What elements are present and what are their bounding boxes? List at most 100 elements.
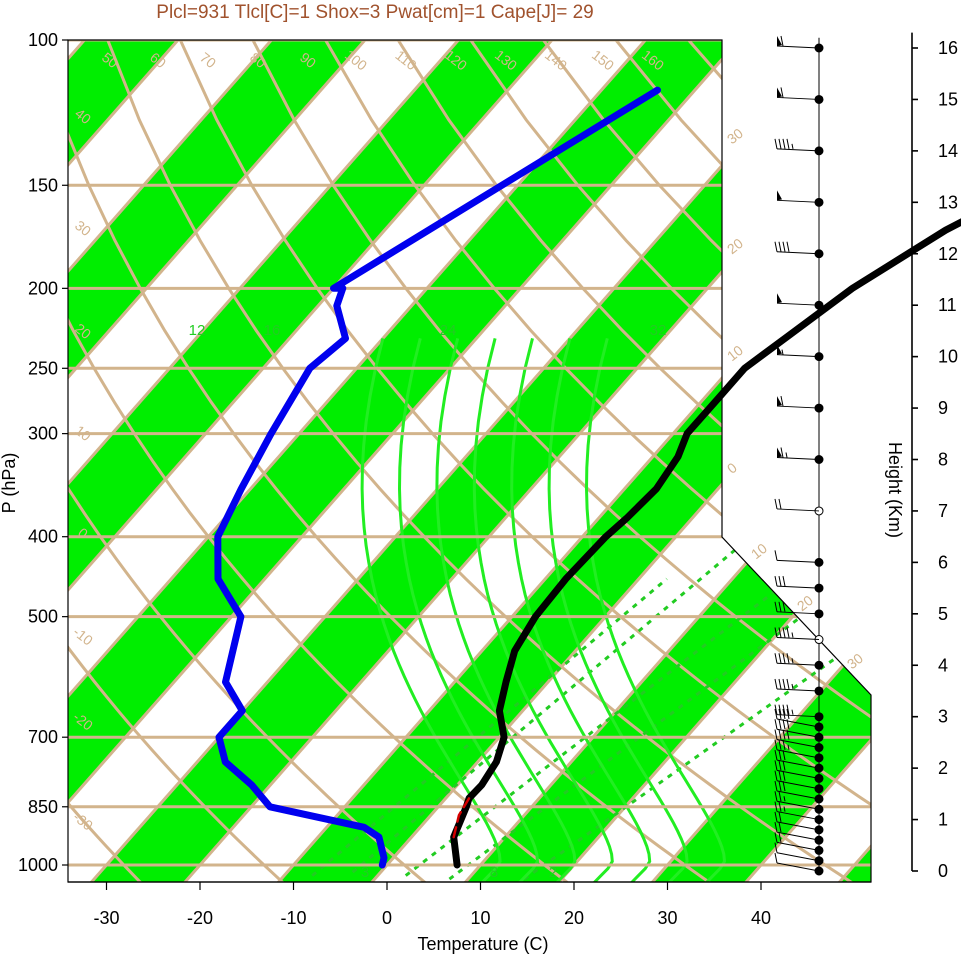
wind-barb-staff — [776, 199, 820, 203]
height-tick-label: 6 — [938, 552, 948, 572]
wind-barb-staff — [776, 45, 820, 49]
isotherm-label: 0 — [724, 459, 740, 477]
height-tick-label: 0 — [938, 861, 948, 881]
wind-barb-feather — [782, 760, 786, 771]
band-strip — [0, 2, 24, 899]
pressure-tick-label: 400 — [28, 527, 58, 547]
wind-barb-feather — [786, 241, 790, 252]
wind-barb-feather — [774, 822, 778, 833]
wind-barb-flag — [777, 447, 782, 458]
wind-barb-feather — [778, 832, 782, 843]
band-strip — [68, 40, 399, 882]
height-tick-label: 3 — [938, 707, 948, 727]
wind-barb-feather — [778, 791, 782, 802]
wind-barb-feather — [780, 395, 784, 407]
pressure-tick-label: 1000 — [18, 855, 58, 875]
height-tick-label: 14 — [938, 141, 958, 161]
isotherm-label: 10 — [748, 540, 770, 562]
wind-barb-feather — [774, 575, 778, 587]
moist-adiabat-line — [360, 338, 502, 882]
wind-barb-feather — [778, 760, 782, 771]
pressure-tick-label: 700 — [28, 727, 58, 747]
wind-barb-staff — [776, 457, 820, 460]
dry-adiabat-line — [324, 40, 871, 882]
wind-barb-half — [791, 658, 794, 664]
wind-barb-feather — [780, 87, 784, 98]
wind-barb-half — [791, 143, 794, 149]
wind-barb-flag — [777, 293, 782, 304]
isotherm-line — [68, 40, 306, 882]
isotherm-line — [68, 40, 213, 882]
pressure-axis: 100 150 200 250 300 400 500 700 850 1000 — [18, 30, 68, 875]
height-tick-label: 2 — [938, 758, 948, 778]
isotherm-label: -10 — [70, 624, 96, 649]
wind-barb-feather — [778, 241, 782, 252]
wind-barb-feather — [786, 704, 790, 715]
chart-title: Plcl=931 Tlcl[C]=1 Shox=3 Pwat[cm]=1 Cap… — [156, 2, 593, 23]
isotherm-label: 10 — [72, 422, 94, 444]
wind-barb-feather — [778, 575, 782, 587]
wind-barb-staff — [776, 662, 820, 666]
wind-barb-staff — [776, 585, 820, 589]
dry-adiabat-line — [68, 40, 711, 882]
height-tick-label: 10 — [938, 347, 958, 367]
wind-barb-feather — [778, 678, 782, 690]
temperature-tick-label: 20 — [564, 908, 584, 928]
wind-barb-feather — [782, 770, 786, 781]
wind-barb-feather — [780, 447, 784, 458]
isotherm-line — [262, 40, 871, 882]
height-tick-label: 16 — [938, 38, 958, 58]
wind-barb-flag — [777, 190, 782, 201]
wind-barb-feather — [774, 832, 778, 843]
wind-barb-half — [783, 796, 786, 802]
wind-barb-feather — [786, 708, 790, 720]
pressure-tick-label: 250 — [28, 358, 58, 378]
moist-adiabat-line — [547, 338, 689, 882]
wind-barb-feather — [782, 653, 786, 664]
wind-barb-staff — [776, 800, 820, 810]
wind-barb-feather — [774, 708, 778, 720]
y-axis-label: P (hPa) — [0, 453, 19, 514]
height-axis-label: Height (Km) — [885, 442, 905, 538]
height-tick-label: 12 — [938, 244, 958, 264]
wind-barb-staff — [776, 148, 820, 152]
mixing-ratio-label: 2 — [549, 864, 557, 881]
wind-barb-feather — [774, 678, 778, 690]
wind-barb-feather — [774, 627, 778, 638]
wind-barb-feather — [774, 241, 778, 252]
wind-barb-feather — [774, 739, 778, 750]
wind-barb-staff — [776, 508, 820, 512]
wind-barb-staff — [776, 790, 820, 800]
wind-barb-feather — [782, 780, 786, 792]
wind-barb-feather — [774, 842, 778, 853]
wind-barb-feather — [778, 498, 782, 510]
wind-barb-feather — [778, 601, 782, 612]
mixing-ratio-label: 12 — [189, 322, 206, 339]
wind-barb-staff — [776, 821, 820, 831]
dry-adiabat-line — [68, 40, 284, 882]
height-tick-label: 1 — [938, 810, 948, 830]
pressure-tick-label: 200 — [28, 278, 58, 298]
height-tick-label: 15 — [938, 89, 958, 109]
wind-barb-feather — [778, 708, 782, 720]
wind-barb-feather — [782, 575, 786, 587]
isotherm-line — [542, 40, 871, 882]
wind-barb-feather — [782, 627, 786, 638]
pressure-tick-label: 300 — [28, 424, 58, 444]
dry-adiabat-line — [106, 40, 853, 882]
wind-barb-staff — [776, 96, 820, 100]
wind-barb-feather — [782, 678, 786, 690]
wind-barb-flag — [777, 36, 782, 46]
wind-barb-flag — [777, 87, 782, 98]
wind-barb-staff — [776, 759, 820, 769]
height-tick-label: 8 — [938, 450, 948, 470]
wind-barb-feather — [774, 719, 778, 730]
dry-adiabat-line — [68, 40, 569, 882]
wind-barb-feather — [778, 704, 782, 715]
wind-barb-feather — [782, 729, 786, 740]
temperature-tick-label: -30 — [93, 908, 119, 928]
wind-barb-feather — [778, 801, 782, 812]
wind-barb-feather — [782, 708, 786, 720]
mixing-ratio-label: 3 — [361, 864, 369, 881]
